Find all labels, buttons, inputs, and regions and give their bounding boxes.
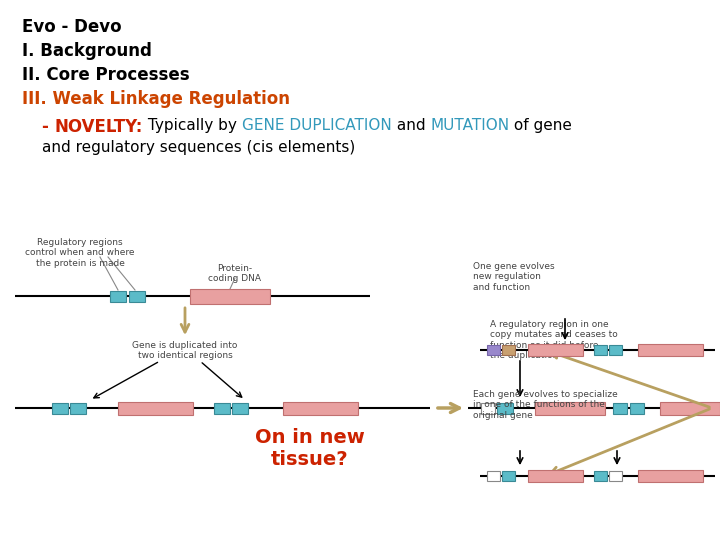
Text: Gene is duplicated into
two identical regions: Gene is duplicated into two identical re… [132, 341, 238, 360]
Text: Each gene evolves to specialize
in one of the functions of the
original gene: Each gene evolves to specialize in one o… [473, 390, 618, 420]
Bar [660, 402, 720, 415]
Bar [637, 344, 703, 356]
Text: III. Weak Linkage Regulation: III. Weak Linkage Regulation [22, 90, 290, 108]
Bar [487, 471, 500, 481]
Text: and regulatory sequences (cis elements): and regulatory sequences (cis elements) [42, 140, 355, 155]
Text: and: and [392, 118, 430, 133]
Bar [190, 288, 270, 303]
Bar [502, 471, 515, 481]
Bar [481, 402, 495, 414]
Bar [535, 402, 605, 415]
Bar [613, 402, 627, 414]
Bar [232, 402, 248, 414]
Bar [593, 345, 606, 355]
Text: II. Core Processes: II. Core Processes [22, 66, 189, 84]
Bar [214, 402, 230, 414]
Bar [528, 470, 582, 482]
Bar [497, 402, 513, 414]
Text: MUTATION: MUTATION [430, 118, 509, 133]
Bar [487, 345, 500, 355]
Text: One gene evolves
new regulation
and function: One gene evolves new regulation and func… [473, 262, 554, 292]
Bar [528, 344, 582, 356]
Text: of gene: of gene [509, 118, 572, 133]
Bar [117, 402, 192, 415]
Text: On in new
tissue?: On in new tissue? [255, 428, 365, 469]
Bar [608, 471, 621, 481]
Bar [502, 345, 515, 355]
Text: Protein-
coding DNA: Protein- coding DNA [209, 264, 261, 284]
Text: GENE DUPLICATION: GENE DUPLICATION [242, 118, 392, 133]
Bar [110, 291, 126, 301]
Text: Regulatory regions
control when and where
the protein is made: Regulatory regions control when and wher… [25, 238, 135, 268]
Text: I. Background: I. Background [22, 42, 152, 60]
Bar [129, 291, 145, 301]
Bar [630, 402, 644, 414]
Text: Evo - Devo: Evo - Devo [22, 18, 122, 36]
Text: A regulatory region in one
copy mutates and ceases to
function as it did before
: A regulatory region in one copy mutates … [490, 320, 618, 360]
Bar [70, 402, 86, 414]
Text: NOVELTY:: NOVELTY: [55, 118, 143, 136]
Bar [593, 471, 606, 481]
Text: -: - [42, 118, 55, 136]
Bar [608, 345, 621, 355]
Bar [52, 402, 68, 414]
Bar [637, 470, 703, 482]
Text: Typically by: Typically by [143, 118, 242, 133]
Bar [282, 402, 358, 415]
